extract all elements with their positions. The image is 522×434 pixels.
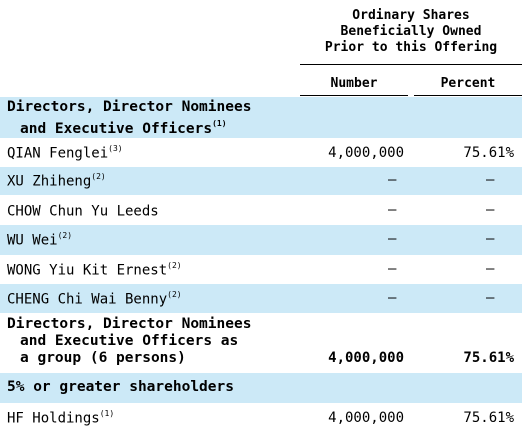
shares-number: — <box>388 261 397 277</box>
holder-shares-percent: 75.61% <box>463 410 514 426</box>
group-shares-number: 4,000,000 <box>328 350 404 366</box>
holder-name: HF Holdings(1) <box>7 409 115 427</box>
column-group-header: Ordinary Shares Beneficially Owned Prior… <box>300 8 522 56</box>
footnote-ref: (2) <box>57 231 73 240</box>
person-name: CHENG Chi Wai Benny(2) <box>7 290 182 308</box>
shares-percent: — <box>486 261 495 277</box>
footnote-ref: (2) <box>167 290 182 299</box>
shares-percent: — <box>486 202 495 218</box>
group-line1: Directors, Director Nominees <box>7 316 252 332</box>
shares-percent: — <box>486 231 495 247</box>
column-header-percent: Percent <box>440 76 496 91</box>
person-name-text: WONG Yiu Kit Ernest <box>7 262 168 279</box>
header-line-2: Beneficially Owned <box>340 24 482 39</box>
group-shares-percent: 75.61% <box>463 350 514 366</box>
shares-number: — <box>388 172 397 188</box>
number-column-rule <box>300 95 408 96</box>
person-name: CHOW Chun Yu Leeds <box>7 203 159 220</box>
header-line-1: Ordinary Shares <box>352 8 470 23</box>
footnote-ref: (1) <box>212 119 227 128</box>
table-row: XU Zhiheng(2) — — <box>0 167 522 195</box>
shares-percent: — <box>486 290 495 306</box>
shares-number: — <box>388 231 397 247</box>
column-header-number: Number <box>330 76 378 91</box>
section-directors-heading: Directors, Director Nominees and Executi… <box>0 97 522 138</box>
person-name: XU Zhiheng(2) <box>7 172 106 190</box>
table-row: HF Holdings(1) 4,000,000 75.61% <box>0 403 522 434</box>
shares-number: — <box>388 290 397 306</box>
person-name-text: QIAN Fenglei <box>7 145 109 162</box>
header-rule <box>300 64 522 65</box>
person-name: WU Wei(2) <box>7 231 73 249</box>
table-row: WONG Yiu Kit Ernest(2) — — <box>0 255 522 284</box>
table-row: QIAN Fenglei(3) 4,000,000 75.61% <box>0 138 522 167</box>
footnote-ref: (2) <box>91 172 106 181</box>
group-line3: a group (6 persons) <box>20 350 186 366</box>
section-shareholders-heading: 5% or greater shareholders <box>0 373 522 403</box>
person-name: WONG Yiu Kit Ernest(2) <box>7 261 182 279</box>
section-directors-line2: and Executive Officers(1) <box>20 116 227 138</box>
holder-shares-number: 4,000,000 <box>328 410 404 426</box>
shares-number: 4,000,000 <box>328 145 404 161</box>
holder-name-text: HF Holdings <box>7 410 100 427</box>
table-row: CHOW Chun Yu Leeds — — <box>0 195 522 225</box>
person-name-text: CHOW Chun Yu Leeds <box>7 203 159 220</box>
table-row: WU Wei(2) — — <box>0 225 522 255</box>
shares-number: — <box>388 202 397 218</box>
person-name-text: XU Zhiheng <box>7 173 92 190</box>
group-total-row: Directors, Director Nominees and Executi… <box>0 313 522 373</box>
person-name-text: CHENG Chi Wai Benny <box>7 291 168 308</box>
person-name-text: WU Wei <box>7 232 58 249</box>
section-directors-line2-text: and Executive Officers <box>20 120 213 137</box>
section-directors-line1: Directors, Director Nominees <box>7 99 252 115</box>
footnote-ref: (1) <box>99 409 115 418</box>
header-line-3: Prior to this Offering <box>324 40 498 55</box>
table-row: CHENG Chi Wai Benny(2) — — <box>0 284 522 313</box>
section-shareholders-title: 5% or greater shareholders <box>7 379 234 395</box>
person-name: QIAN Fenglei(3) <box>7 144 123 162</box>
shares-percent: — <box>486 172 495 188</box>
footnote-ref: (2) <box>167 261 182 270</box>
group-line2: and Executive Officers as <box>20 333 239 349</box>
shares-percent: 75.61% <box>463 145 514 161</box>
footnote-ref: (3) <box>108 144 123 153</box>
percent-column-rule <box>414 95 522 96</box>
